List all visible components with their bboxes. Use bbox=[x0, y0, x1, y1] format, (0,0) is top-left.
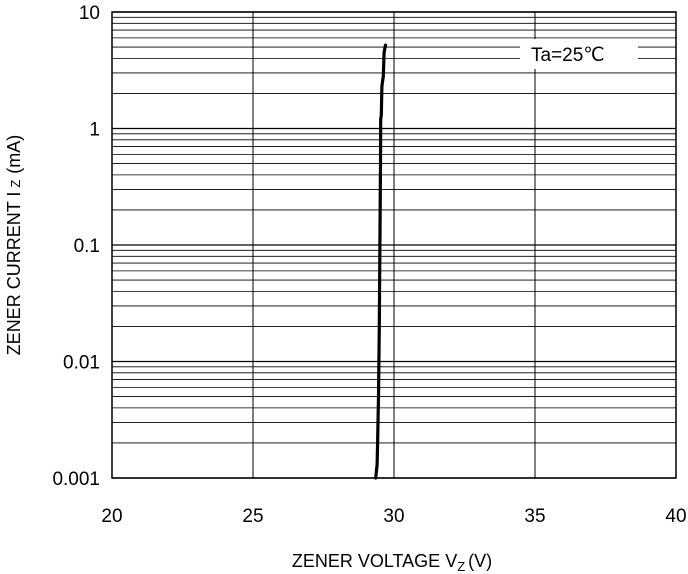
plot-frame bbox=[111, 11, 677, 479]
x-tick-label: 35 bbox=[524, 506, 545, 527]
x-tick-label: 20 bbox=[101, 506, 122, 527]
x-axis-title: ZENER VOLTAGE VZ (V) bbox=[292, 551, 492, 574]
y-tick-labels: 0.001 0.01 0.1 1 10 bbox=[52, 3, 100, 490]
x-tick-labels: 20 25 30 35 40 bbox=[101, 506, 686, 527]
y-tick-label: 1 bbox=[89, 120, 100, 141]
y-tick-label: 0.1 bbox=[74, 236, 100, 257]
series-line bbox=[374, 43, 388, 480]
x-tick-label: 40 bbox=[665, 506, 686, 527]
y-axis-label: ZENER CURRENT I bbox=[4, 192, 24, 356]
x-axis-label-subscript: Z bbox=[457, 559, 465, 574]
x-axis-label: ZENER VOLTAGE V bbox=[292, 551, 457, 571]
x-tick-label: 30 bbox=[383, 506, 404, 527]
y-axis-unit: (mA) bbox=[4, 135, 24, 174]
y-axis-title: ZENER CURRENT I Z (mA) bbox=[4, 135, 24, 356]
temperature-annotation-text: Ta=25℃ bbox=[531, 45, 605, 66]
temperature-annotation: Ta=25℃ bbox=[520, 39, 638, 69]
y-axis-label-subscript: Z bbox=[8, 180, 23, 188]
y-tick-label: 0.01 bbox=[63, 353, 100, 374]
series-group bbox=[374, 43, 388, 480]
y-tick-label: 10 bbox=[79, 3, 100, 24]
y-tick-label: 0.001 bbox=[52, 469, 100, 490]
x-tick-label: 25 bbox=[242, 506, 263, 527]
x-axis-unit: (V) bbox=[468, 551, 492, 571]
